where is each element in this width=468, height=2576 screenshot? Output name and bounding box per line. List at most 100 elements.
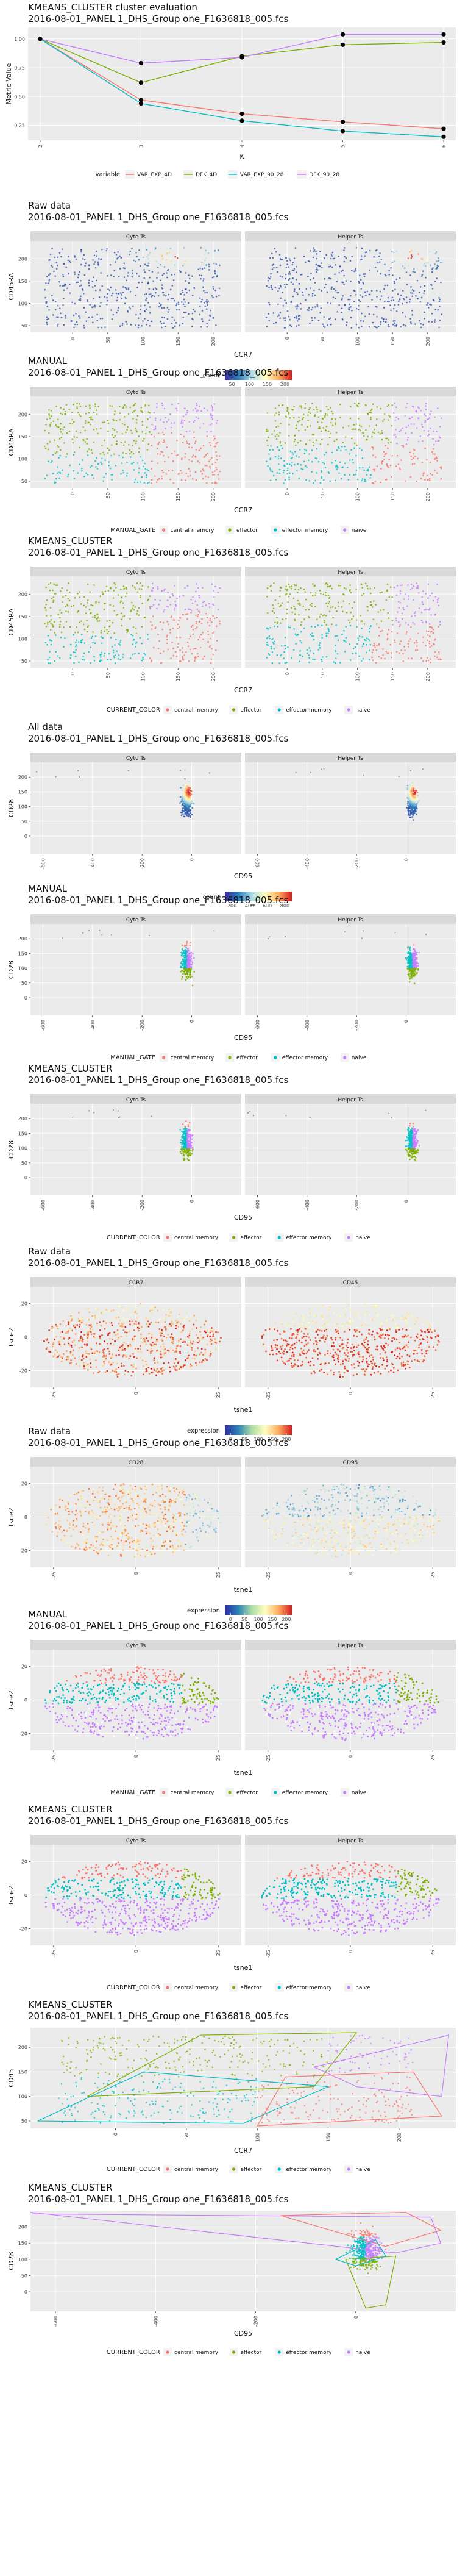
data-point xyxy=(296,424,297,426)
data-point xyxy=(202,470,205,472)
data-point xyxy=(336,281,338,283)
data-point xyxy=(106,304,108,306)
data-point xyxy=(189,635,191,638)
data-point xyxy=(176,309,178,311)
data-point xyxy=(195,416,197,418)
data-point xyxy=(198,621,200,623)
data-point xyxy=(325,624,328,626)
data-point xyxy=(155,626,157,629)
data-point xyxy=(407,787,410,790)
data-point xyxy=(411,657,413,659)
data-point xyxy=(351,309,353,312)
data-point xyxy=(164,588,166,590)
data-point xyxy=(161,307,163,309)
data-point xyxy=(272,312,275,314)
data-point xyxy=(271,252,273,255)
data-point xyxy=(73,436,76,438)
data-point xyxy=(110,295,113,297)
data-point xyxy=(416,649,419,651)
data-point xyxy=(441,40,446,45)
data-point xyxy=(289,463,291,466)
data-point xyxy=(131,270,133,271)
data-point xyxy=(184,608,186,610)
data-point xyxy=(57,418,59,420)
data-point xyxy=(188,962,190,964)
data-point xyxy=(58,457,60,459)
data-point xyxy=(190,800,193,802)
data-point xyxy=(90,646,92,649)
data-point xyxy=(182,807,183,809)
data-point xyxy=(51,266,54,268)
data-point xyxy=(180,970,182,973)
facet-label: Helper Ts xyxy=(338,570,363,576)
data-point xyxy=(310,771,312,773)
data-point xyxy=(201,261,203,263)
data-point xyxy=(49,639,51,641)
data-point xyxy=(277,303,279,306)
data-point xyxy=(188,446,190,449)
data-point xyxy=(46,305,49,307)
data-point xyxy=(308,260,310,263)
data-point xyxy=(297,603,299,605)
data-point xyxy=(83,254,85,256)
data-point xyxy=(405,271,408,274)
data-point xyxy=(328,318,330,320)
data-point xyxy=(185,431,188,432)
data-point xyxy=(161,628,163,631)
data-point xyxy=(345,449,347,451)
data-point xyxy=(122,407,124,409)
legend: CURRENT_COLOR central memory effector effec… xyxy=(107,706,370,714)
data-point xyxy=(48,432,50,434)
data-point xyxy=(392,299,395,301)
x-tick-label: 200 xyxy=(211,337,216,346)
data-point xyxy=(280,622,282,624)
data-point xyxy=(203,600,205,603)
data-point xyxy=(80,415,82,417)
data-point xyxy=(410,321,412,323)
data-point xyxy=(67,598,69,600)
data-point xyxy=(344,436,347,438)
data-point xyxy=(183,802,185,804)
data-point xyxy=(374,456,377,458)
data-point xyxy=(328,585,330,588)
data-point xyxy=(369,643,372,646)
data-point xyxy=(206,292,208,294)
data-point xyxy=(179,796,182,798)
data-point xyxy=(414,323,416,325)
data-point xyxy=(45,282,47,284)
data-point xyxy=(214,249,216,252)
data-point xyxy=(384,657,386,660)
data-point xyxy=(381,420,384,422)
data-point xyxy=(330,410,333,413)
data-point xyxy=(374,480,377,482)
data-point xyxy=(349,260,352,262)
data-point xyxy=(399,625,400,628)
data-point xyxy=(311,295,314,297)
data-point xyxy=(94,635,97,637)
data-point xyxy=(78,413,80,416)
data-point xyxy=(331,286,333,288)
data-point xyxy=(413,463,416,465)
data-point xyxy=(193,957,195,959)
data-point xyxy=(197,268,200,270)
data-point xyxy=(434,319,436,321)
data-point xyxy=(440,478,442,480)
data-point xyxy=(295,427,297,429)
data-point xyxy=(46,599,48,601)
data-point xyxy=(336,465,339,468)
data-point xyxy=(147,443,150,445)
data-point xyxy=(416,791,419,793)
data-point xyxy=(204,305,206,307)
data-point xyxy=(209,315,211,317)
data-point xyxy=(191,962,194,964)
data-point xyxy=(368,411,370,413)
data-point xyxy=(144,318,146,320)
data-point xyxy=(336,610,338,612)
data-point xyxy=(428,642,431,645)
data-point xyxy=(278,314,280,316)
data-point xyxy=(77,631,79,634)
data-point xyxy=(112,649,115,652)
data-point xyxy=(125,431,127,434)
data-point xyxy=(403,267,406,269)
data-point xyxy=(76,639,78,641)
